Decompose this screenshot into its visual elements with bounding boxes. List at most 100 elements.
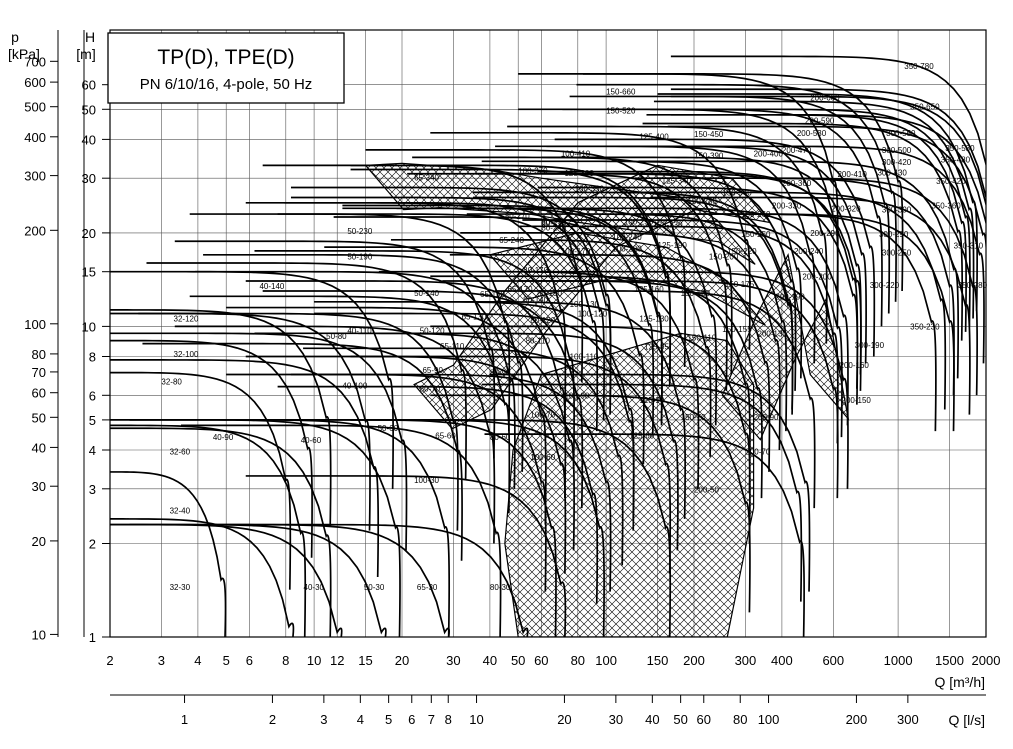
curve-label: 100-60 (530, 453, 555, 462)
pump-curve (449, 253, 771, 472)
pump-curve (324, 246, 645, 465)
curve-label: 32-30 (170, 583, 191, 592)
y-axis-label-line1: H (85, 29, 95, 45)
curve-label: 80-110 (526, 337, 551, 346)
pump-curve (554, 138, 876, 357)
x-tick-label: 15 (358, 653, 372, 668)
curve-label: 150-260 (741, 210, 771, 219)
x2-tick-label: 8 (445, 712, 452, 727)
x2-tick-label: 60 (697, 712, 711, 727)
pump-curve (195, 270, 516, 489)
curve-label: 150-155 (722, 325, 752, 334)
curve-label: 80-150 (537, 289, 562, 298)
x2-tick-label: 40 (645, 712, 659, 727)
x2-tick-label: 7 (428, 712, 435, 727)
pump-curve (489, 373, 811, 592)
curve-label: 200-90 (754, 413, 779, 422)
curve-label: 50-230 (347, 227, 372, 236)
curve-label: 65-130 (462, 313, 487, 322)
x-tick-label: 8 (282, 653, 289, 668)
chart-title: TP(D), TPE(D) (157, 46, 294, 69)
pump-curve (528, 207, 849, 426)
pump-curve (634, 213, 955, 432)
pump-curve (522, 219, 843, 438)
pump-curve (670, 113, 986, 225)
curve-label: 200-660 (810, 94, 840, 103)
pump-curve (110, 359, 380, 578)
x-tick-label: 1000 (884, 653, 913, 668)
curve-label: 50-140 (414, 289, 439, 298)
curve-label: 80-140 (523, 296, 548, 305)
pump-curve (472, 191, 794, 410)
y-axis-label-line2: [m] (76, 46, 95, 62)
x-tick-label: 4 (194, 653, 201, 668)
pump-curve (495, 290, 816, 509)
y-tick-label: 20 (82, 226, 96, 241)
curve-label: 125-90 (639, 396, 664, 405)
y2-tick-label: 20 (32, 534, 46, 549)
pump-curve (174, 325, 496, 544)
x-tick-label: 12 (330, 653, 344, 668)
curve-label: 200-290 (810, 229, 840, 238)
pump-curve (518, 280, 839, 499)
plot-frame (109, 29, 987, 638)
curve-label: 100-90 (564, 391, 589, 400)
y2-axis-label-line2: [kPa] (8, 46, 40, 62)
x-tick-label: 1500 (935, 653, 964, 668)
x-tick-label: 20 (395, 653, 409, 668)
pump-curve (670, 95, 986, 207)
curve-label: 125-95 (644, 343, 669, 352)
curve-label: 150-250 (741, 230, 771, 239)
y-tick-label: 15 (82, 265, 96, 280)
curve-label: 150-70 (681, 413, 706, 422)
x2-tick-label: 3 (320, 712, 327, 727)
pump-curve (650, 108, 971, 327)
curve-label: 125-400 (639, 133, 669, 142)
y2-tick-label: 400 (24, 130, 46, 145)
axes: 2 3 4 5 6 8 10 12 15 20 30 40 50 60 80 100 150 200 300 400 6… (24, 30, 1000, 727)
curve-label: 300-550 (886, 129, 916, 138)
x2-tick-label: 300 (897, 712, 919, 727)
pump-curve (350, 355, 672, 574)
curve-label: 200-410 (837, 170, 867, 179)
x2-tick-label: 6 (408, 712, 415, 727)
curve-label: 200-590 (805, 117, 835, 126)
x2-tick-label: 50 (673, 712, 687, 727)
x2-tick-label: 4 (357, 712, 364, 727)
curve-label: 32-40 (170, 507, 191, 516)
y-tick-label: 3 (89, 482, 96, 497)
curve-label: 200-530 (797, 129, 827, 138)
pump-curve (342, 204, 663, 423)
x-tick-label: 3 (158, 653, 165, 668)
x-tick-label: 80 (571, 653, 585, 668)
pump-curve (625, 191, 947, 410)
pump-curve (460, 232, 781, 451)
curve-label: 125-190 (658, 241, 688, 250)
curve-label: 300-250 (882, 248, 912, 257)
curve-label: 80-60 (490, 433, 511, 442)
curve-label: 125-300 (564, 169, 594, 178)
x-tick-label: 2 (106, 653, 113, 668)
x2-tick-label: 200 (846, 712, 868, 727)
curve-label: 32-100 (174, 350, 199, 359)
y-tick-label: 5 (89, 413, 96, 428)
curve-label: 40-30 (304, 583, 325, 592)
curve-label: 150-450 (694, 130, 724, 139)
curve-label: 100-370 (518, 166, 548, 175)
curve-label: 80-250 (541, 217, 566, 226)
curve-label: 150-220 (727, 247, 757, 256)
curve-label: 100-30 (414, 476, 439, 485)
curve-label: 125-230 (653, 220, 683, 229)
x-tick-label: 200 (683, 653, 705, 668)
x-tick-label: 100 (595, 653, 617, 668)
x-tick-label: 5 (223, 653, 230, 668)
curve-label: 200-70 (745, 448, 770, 457)
curve-label: 125-130 (639, 315, 669, 324)
curve-label: 65-90 (422, 366, 443, 375)
curve-label: 100-330 (575, 184, 605, 193)
curve-label: 100-130 (570, 300, 600, 309)
pump-curve (642, 122, 964, 341)
x2-tick-label: 30 (609, 712, 623, 727)
y2-tick-label: 600 (24, 75, 46, 90)
